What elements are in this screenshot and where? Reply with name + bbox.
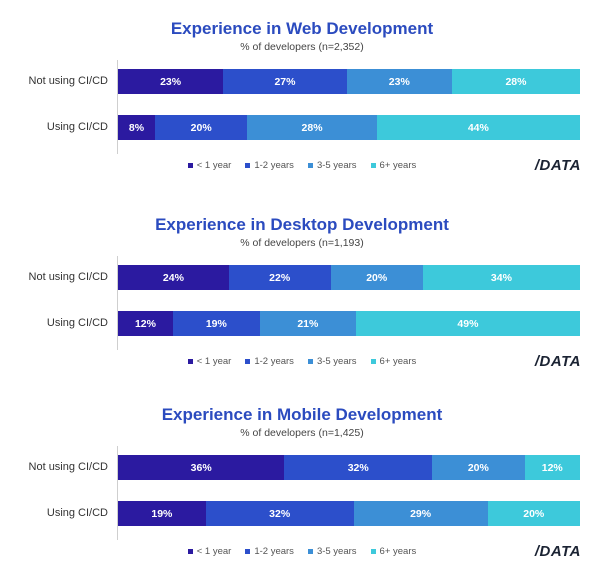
legend-swatch-icon: [307, 163, 313, 168]
legend-swatch-icon: [370, 549, 376, 554]
bar-segment: 28%: [247, 115, 377, 140]
chart-subtitle: % of developers (n=1,193): [240, 237, 364, 249]
data-logo: /DATA: [534, 543, 581, 560]
legend-swatch-icon: [370, 359, 376, 364]
stacked-bar: 19% 32% 29% 20%: [118, 501, 580, 526]
bar-segment: 19%: [118, 501, 206, 526]
stacked-bar: 36% 32% 20% 12%: [118, 455, 580, 480]
bar-segment: 23%: [346, 69, 452, 94]
legend-swatch-icon: [370, 163, 376, 168]
legend-item: 1-2 years: [245, 160, 294, 171]
legend-item: 3-5 years: [307, 356, 357, 367]
bar-segment: 12%: [118, 311, 173, 336]
bar-segment: 24%: [118, 265, 229, 290]
legend: < 1 year 1-2 years 3-5 years 6+ years: [0, 356, 604, 367]
bar-segment: 44%: [376, 115, 580, 140]
legend-swatch-icon: [307, 549, 313, 554]
category-axis-line: [117, 60, 118, 154]
chart-panel: Experience in Web Development % of develo…: [0, 0, 604, 190]
legend-label: < 1 year: [196, 356, 232, 367]
legend-label: 1-2 years: [254, 160, 294, 171]
stacked-bar: 12% 19% 21% 49%: [118, 311, 580, 336]
stacked-bar: 23% 27% 23% 28%: [118, 69, 580, 94]
chart-subtitle: % of developers (n=2,352): [240, 41, 364, 53]
legend-swatch-icon: [245, 163, 251, 168]
bar-segment: 12%: [524, 455, 580, 480]
chart-title: Experience in Web Development: [170, 19, 434, 38]
category-label: Using CI/CD: [46, 121, 108, 133]
legend-item: 3-5 years: [307, 546, 357, 557]
legend-item: 6+ years: [370, 546, 417, 557]
legend: < 1 year 1-2 years 3-5 years 6+ years: [0, 160, 604, 171]
data-logo: /DATA: [534, 353, 581, 370]
bar-segment: 27%: [223, 69, 347, 94]
bar-segment: 28%: [451, 69, 580, 94]
legend: < 1 year 1-2 years 3-5 years 6+ years: [0, 546, 604, 557]
legend-swatch-icon: [245, 549, 251, 554]
data-logo: /DATA: [534, 157, 581, 174]
legend-item: 3-5 years: [307, 160, 357, 171]
chart-subtitle: % of developers (n=1,425): [240, 427, 364, 439]
legend-label: 3-5 years: [316, 546, 357, 557]
legend-label: 1-2 years: [254, 546, 294, 557]
stacked-bar: 24% 22% 20% 34%: [118, 265, 580, 290]
legend-swatch-icon: [187, 549, 193, 554]
legend-item: < 1 year: [187, 160, 232, 171]
legend-swatch-icon: [245, 359, 251, 364]
legend-label: 6+ years: [379, 356, 417, 367]
stacked-bar: 8% 20% 28% 44%: [118, 115, 580, 140]
category-label: Not using CI/CD: [28, 75, 108, 87]
chart-panel: Experience in Desktop Development % of de…: [0, 196, 604, 386]
category-label: Not using CI/CD: [28, 271, 108, 283]
legend-label: 6+ years: [379, 160, 417, 171]
category-label: Not using CI/CD: [28, 461, 108, 473]
legend-item: 6+ years: [370, 160, 417, 171]
bar-segment: 32%: [205, 501, 354, 526]
category-label: Using CI/CD: [46, 317, 108, 329]
bar-segment: 8%: [118, 115, 155, 140]
bar-segment: 22%: [228, 265, 331, 290]
bar-segment: 19%: [172, 311, 260, 336]
bar-segment: 20%: [432, 455, 525, 480]
legend-item: 1-2 years: [245, 356, 294, 367]
chart-title: Experience in Mobile Development: [161, 405, 443, 424]
legend-item: < 1 year: [187, 546, 232, 557]
bar-segment: 49%: [355, 311, 580, 336]
legend-label: 3-5 years: [316, 356, 357, 367]
bar-segment: 20%: [154, 115, 248, 140]
legend-item: 1-2 years: [245, 546, 294, 557]
bar-segment: 20%: [487, 501, 580, 526]
legend-item: < 1 year: [187, 356, 232, 367]
bar-segment: 23%: [118, 69, 224, 94]
legend-label: 3-5 years: [316, 160, 357, 171]
chart-panel: Experience in Mobile Development % of dev…: [0, 386, 604, 576]
bar-segment: 32%: [284, 455, 433, 480]
category-axis-line: [117, 256, 118, 350]
legend-swatch-icon: [187, 163, 193, 168]
legend-swatch-icon: [307, 359, 313, 364]
legend-label: 1-2 years: [254, 356, 294, 367]
legend-label: < 1 year: [196, 546, 232, 557]
bar-segment: 21%: [259, 311, 356, 336]
legend-label: 6+ years: [379, 546, 417, 557]
category-axis-line: [117, 446, 118, 540]
bar-segment: 20%: [330, 265, 423, 290]
category-label: Using CI/CD: [46, 507, 108, 519]
chart-title: Experience in Desktop Development: [155, 215, 449, 234]
bar-segment: 36%: [118, 455, 285, 480]
legend-item: 6+ years: [370, 356, 417, 367]
bar-segment: 29%: [353, 501, 488, 526]
legend-label: < 1 year: [196, 160, 232, 171]
legend-swatch-icon: [187, 359, 193, 364]
bar-segment: 34%: [422, 265, 580, 290]
